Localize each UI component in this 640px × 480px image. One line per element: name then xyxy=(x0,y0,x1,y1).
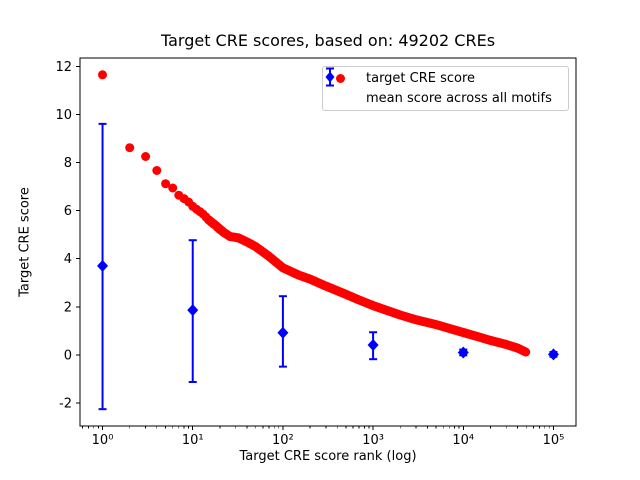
target-score-dot xyxy=(215,225,225,235)
y-tick-label: 2 xyxy=(64,300,72,315)
chart-title: Target CRE scores, based on: 49202 CREs xyxy=(160,31,496,50)
y-tick-label: 10 xyxy=(55,108,72,123)
x-axis-label: Target CRE score rank (log) xyxy=(239,449,417,464)
y-axis-label: Target CRE score xyxy=(17,187,33,297)
target-score-dot xyxy=(141,152,151,161)
mean-score-diamond xyxy=(457,346,469,359)
legend: target CRE score mean score across all m… xyxy=(322,66,569,111)
y-tick-label: 6 xyxy=(64,204,72,219)
y-tick-label: 8 xyxy=(64,156,72,171)
red-circle-marker-icon xyxy=(323,74,357,84)
target-score-dot xyxy=(125,143,135,153)
plot-frame xyxy=(79,57,577,427)
legend-item-target-cre-score: target CRE score xyxy=(323,69,564,89)
x-tick-label: 10⁴ xyxy=(452,433,474,448)
mean-score-diamond xyxy=(97,259,109,272)
y-tick-label: -2 xyxy=(59,396,72,411)
legend-item-mean-score: mean score across all motifs xyxy=(323,67,564,109)
y-tick-label: 4 xyxy=(64,252,72,267)
legend-label: target CRE score xyxy=(366,71,476,87)
target-score-dot xyxy=(98,70,107,80)
mean-score-diamond xyxy=(187,304,199,317)
target-score-dot xyxy=(161,179,171,189)
mean-score-diamond xyxy=(367,338,379,351)
target-score-dot xyxy=(152,166,162,175)
x-tick-label: 10² xyxy=(272,433,294,448)
x-tick-label: 10³ xyxy=(362,433,384,448)
y-tick-label: 12 xyxy=(55,60,72,75)
x-tick-label: 10⁵ xyxy=(543,433,565,448)
mean-score-diamond xyxy=(547,348,559,361)
target-score-band xyxy=(204,215,531,357)
y-tick-label: 0 xyxy=(64,348,72,363)
legend-label: mean score across all motifs xyxy=(366,90,552,106)
x-tick-label: 10⁰ xyxy=(92,433,114,448)
x-tick-label: 10¹ xyxy=(182,433,204,448)
mean-score-diamond xyxy=(277,326,289,339)
target-score-dot xyxy=(168,183,178,193)
